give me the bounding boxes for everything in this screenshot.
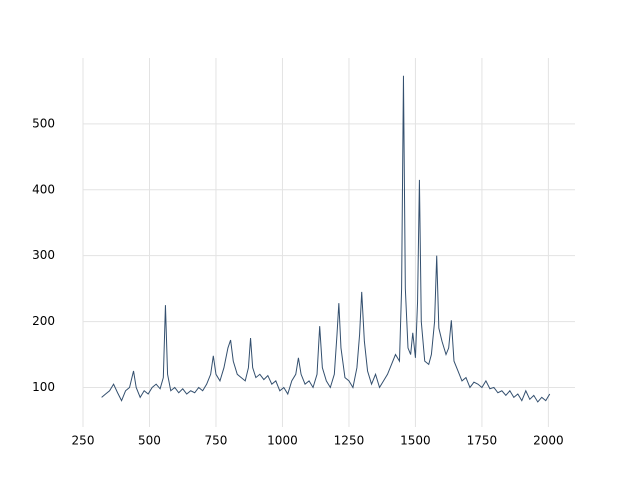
x-tick-label: 500 xyxy=(138,434,161,448)
x-tick-label: 1750 xyxy=(467,434,498,448)
x-tick-label: 1250 xyxy=(334,434,365,448)
y-tick-label: 100 xyxy=(32,380,55,394)
data-line xyxy=(101,75,551,403)
x-tick-label: 2000 xyxy=(533,434,564,448)
y-tick-label: 300 xyxy=(32,248,55,262)
x-tick-label: 1000 xyxy=(267,434,298,448)
y-tick-label: 500 xyxy=(32,116,55,130)
x-tick-label: 250 xyxy=(72,434,95,448)
y-tick-label: 200 xyxy=(32,314,55,328)
x-tick-label: 750 xyxy=(205,434,228,448)
x-tick-label: 1500 xyxy=(400,434,431,448)
y-tick-label: 400 xyxy=(32,182,55,196)
